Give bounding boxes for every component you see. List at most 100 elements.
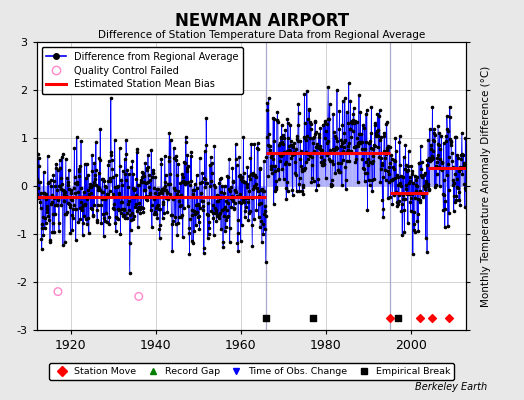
Point (35, 162, 43, 169)
Point (223, 214, 231, 220)
Point (198, 197, 206, 204)
Point (436, 166, 445, 172)
Point (56, 165, 64, 172)
Point (152, 203, 161, 210)
Point (97, 196, 106, 202)
Point (108, 166, 116, 172)
Point (161, 179, 170, 186)
Point (191, 209, 200, 216)
Point (210, 231, 218, 238)
Point (49, 172, 58, 178)
Point (454, 185, 462, 191)
Point (245, 210, 253, 216)
Point (134, 182, 143, 188)
Point (274, 166, 282, 172)
Point (388, 177, 396, 184)
Point (445, 315, 454, 321)
Point (82, 216, 90, 222)
Point (228, 165, 236, 171)
Point (316, 154, 325, 160)
Point (152, 186, 161, 192)
Point (439, 206, 447, 213)
Point (45, 216, 53, 223)
Point (379, 213, 387, 220)
Point (341, 164, 350, 170)
Point (417, 142, 425, 149)
Point (379, 147, 388, 154)
Point (390, 157, 398, 163)
Point (48, 199, 56, 205)
Point (209, 201, 217, 208)
Point (403, 220, 412, 226)
Point (262, 213, 270, 219)
Point (291, 150, 300, 156)
Point (64, 186, 73, 193)
Point (250, 173, 259, 180)
Point (138, 170, 147, 176)
Point (298, 182, 307, 188)
Point (195, 226, 204, 233)
Point (162, 187, 171, 194)
Point (122, 177, 130, 183)
Point (262, 315, 270, 321)
Point (297, 162, 305, 169)
Point (427, 142, 435, 148)
Point (115, 206, 124, 213)
Point (129, 185, 138, 192)
Point (268, 163, 276, 169)
Point (385, 179, 394, 185)
Point (421, 185, 429, 191)
Point (138, 179, 146, 185)
Point (419, 194, 427, 200)
Point (267, 154, 276, 160)
Point (414, 210, 423, 217)
Point (296, 156, 304, 162)
Point (154, 186, 162, 192)
Point (220, 190, 228, 196)
Point (324, 156, 333, 162)
Point (179, 174, 187, 180)
Point (451, 199, 459, 206)
Point (121, 156, 129, 162)
Point (111, 220, 119, 226)
Point (205, 162, 214, 168)
Point (402, 182, 411, 188)
Point (231, 200, 239, 206)
Point (276, 134, 285, 141)
Point (212, 218, 221, 224)
Point (241, 214, 249, 220)
Point (304, 151, 312, 158)
Point (295, 188, 303, 195)
Point (110, 194, 118, 200)
Point (416, 315, 424, 321)
Y-axis label: Monthly Temperature Anomaly Difference (°C): Monthly Temperature Anomaly Difference (… (481, 65, 491, 307)
Point (273, 109, 281, 115)
Point (237, 176, 245, 182)
Point (47, 183, 56, 189)
Point (460, 180, 468, 187)
Point (202, 115, 210, 121)
Point (375, 107, 384, 114)
Point (170, 155, 179, 161)
Point (165, 154, 173, 160)
Point (351, 118, 359, 124)
Point (444, 186, 453, 193)
Point (399, 196, 408, 202)
Point (133, 146, 141, 152)
Point (205, 225, 213, 232)
Point (281, 161, 289, 167)
Point (123, 210, 132, 216)
Point (328, 158, 336, 164)
Point (156, 206, 165, 212)
Point (200, 249, 208, 256)
Point (373, 128, 381, 134)
Point (418, 159, 426, 166)
Point (185, 251, 194, 258)
Point (125, 270, 134, 276)
Point (67, 196, 75, 202)
Point (428, 315, 436, 321)
Point (438, 160, 446, 166)
Point (166, 191, 174, 198)
Point (374, 144, 383, 150)
Point (226, 195, 235, 202)
